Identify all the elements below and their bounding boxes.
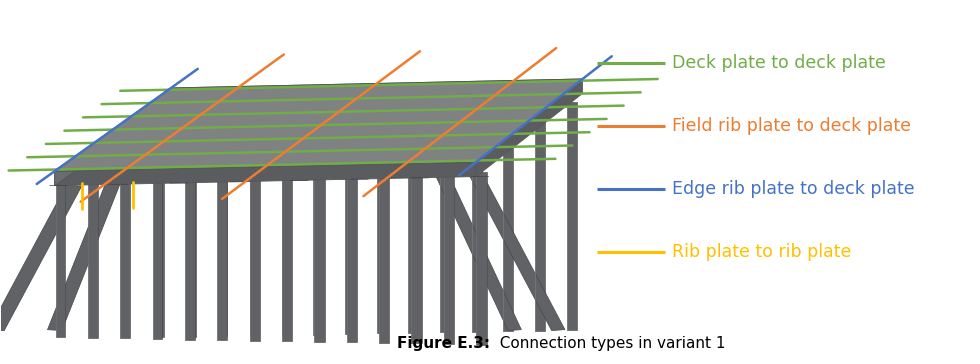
Polygon shape (314, 107, 322, 335)
Text: Edge rib plate to deck plate: Edge rib plate to deck plate (671, 180, 914, 198)
Polygon shape (186, 110, 196, 337)
Text: Figure E.3:: Figure E.3: (397, 336, 490, 351)
Polygon shape (219, 110, 227, 336)
Polygon shape (250, 177, 260, 341)
Polygon shape (440, 104, 450, 332)
Polygon shape (476, 173, 487, 345)
Polygon shape (469, 174, 564, 331)
Text: Field rib plate to deck plate: Field rib plate to deck plate (671, 117, 910, 135)
Polygon shape (55, 88, 171, 186)
Polygon shape (250, 109, 259, 336)
Polygon shape (471, 104, 481, 332)
Polygon shape (0, 185, 81, 331)
Polygon shape (566, 102, 577, 330)
Polygon shape (376, 106, 386, 333)
Polygon shape (47, 183, 120, 331)
Polygon shape (535, 103, 545, 331)
Polygon shape (55, 79, 582, 171)
Polygon shape (55, 162, 476, 186)
Polygon shape (444, 173, 454, 344)
Polygon shape (55, 79, 582, 171)
Polygon shape (476, 79, 582, 177)
Polygon shape (282, 177, 292, 341)
Text: Connection types in variant 1: Connection types in variant 1 (490, 336, 725, 351)
Polygon shape (56, 182, 66, 337)
Polygon shape (345, 107, 355, 334)
Polygon shape (281, 108, 291, 335)
Polygon shape (121, 180, 130, 339)
Polygon shape (155, 111, 164, 337)
Polygon shape (409, 105, 418, 333)
Polygon shape (218, 178, 227, 340)
Polygon shape (315, 176, 324, 342)
Polygon shape (435, 174, 521, 331)
Polygon shape (379, 174, 389, 343)
Polygon shape (153, 179, 163, 339)
Text: Rib plate to rib plate: Rib plate to rib plate (671, 244, 851, 261)
Text: Deck plate to deck plate: Deck plate to deck plate (671, 54, 885, 72)
Polygon shape (504, 103, 514, 331)
Polygon shape (185, 179, 195, 340)
Polygon shape (347, 175, 357, 342)
Polygon shape (412, 174, 421, 344)
Polygon shape (88, 181, 98, 338)
